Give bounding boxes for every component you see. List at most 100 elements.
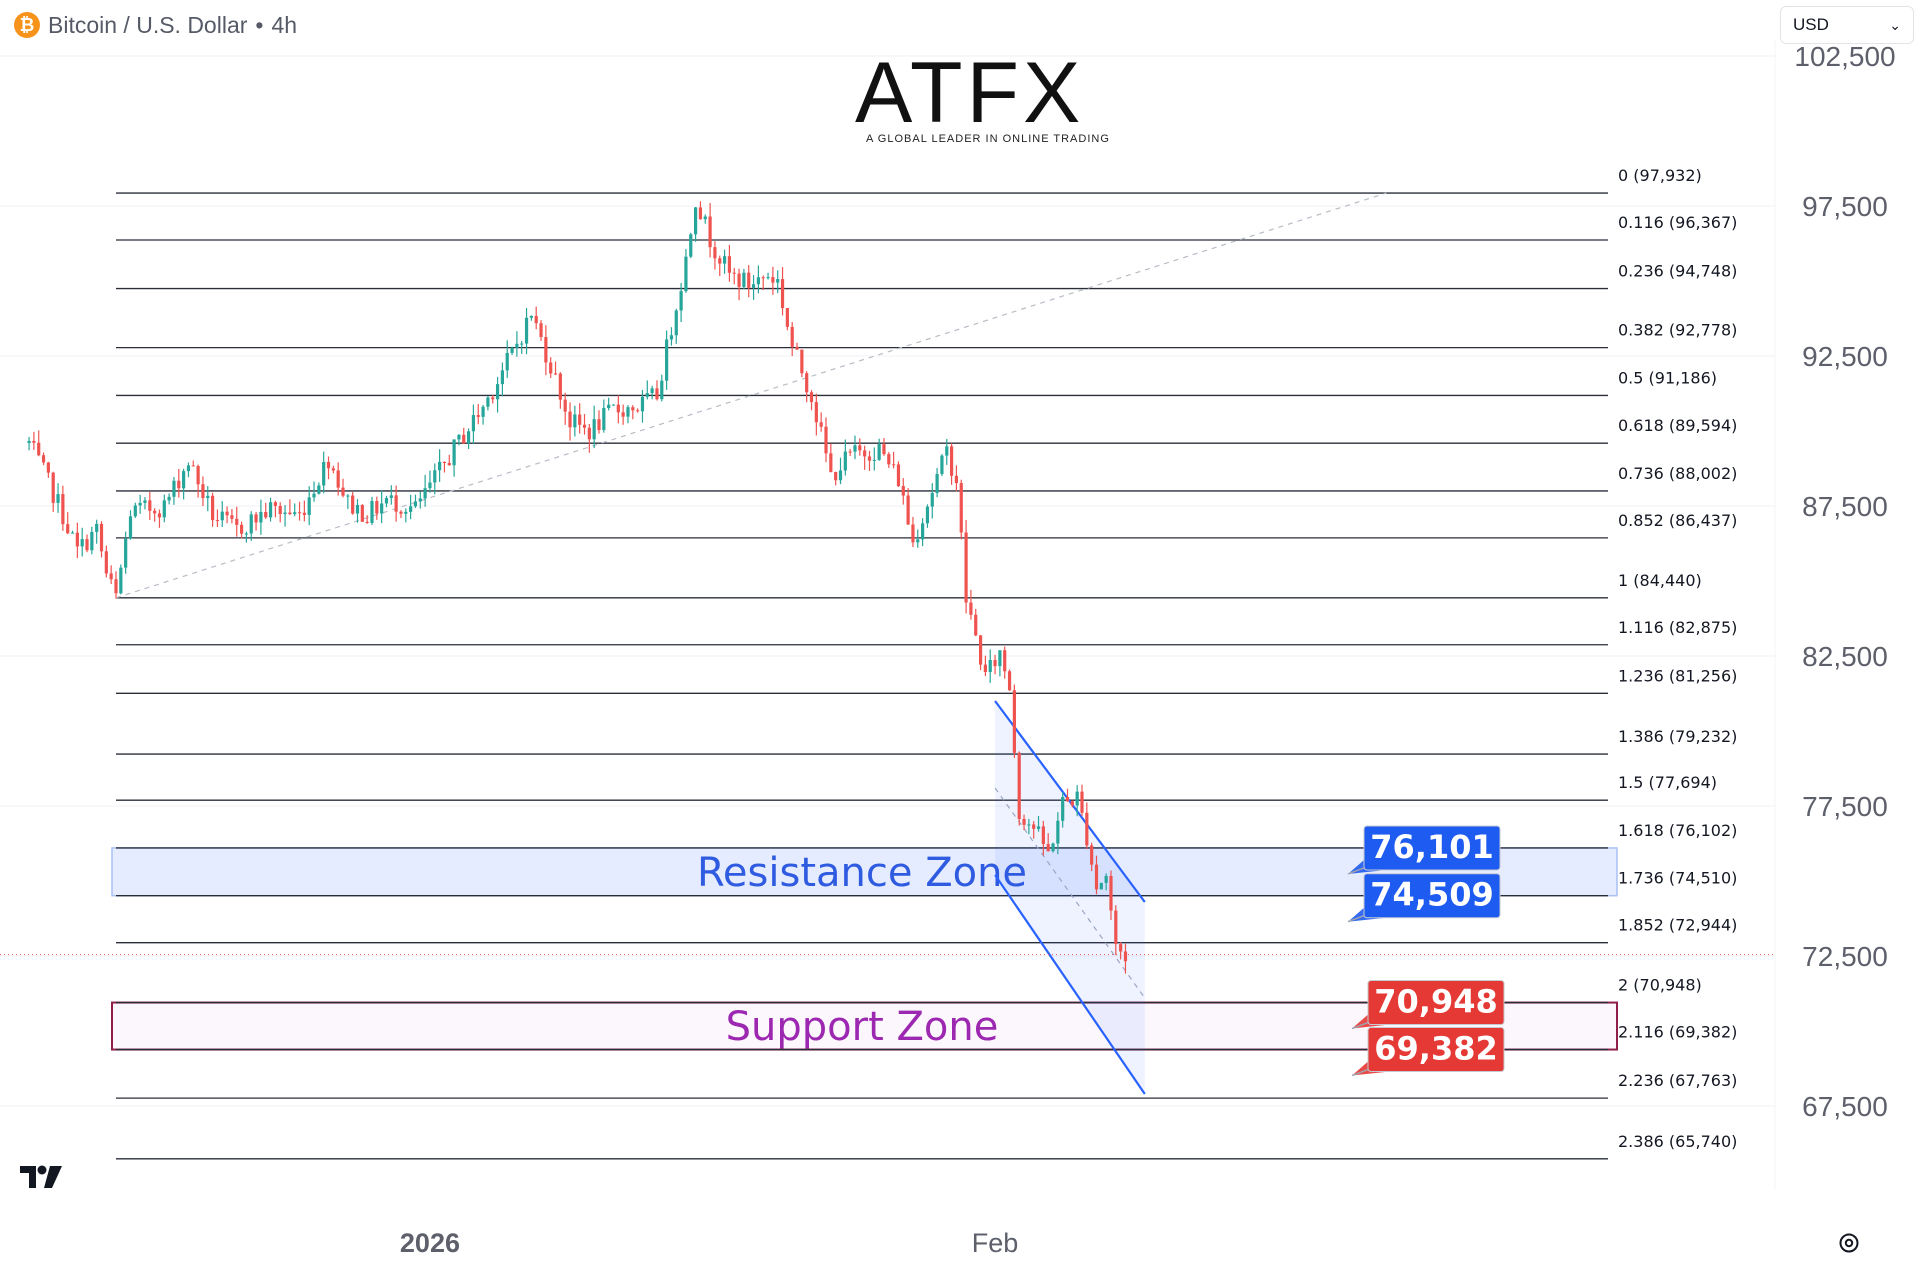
candle-up	[423, 474, 427, 507]
candle-up	[346, 494, 350, 510]
candle-body	[476, 415, 480, 417]
candle-down	[75, 522, 79, 559]
candle-body	[539, 323, 543, 338]
callout-pointer	[1347, 867, 1365, 875]
candle-down	[230, 509, 234, 524]
candle-body	[99, 523, 104, 552]
candle-body	[389, 495, 393, 498]
candle-body	[819, 422, 823, 427]
interval-label[interactable]: 4h	[271, 11, 298, 38]
tradingview-logo[interactable]	[20, 1164, 68, 1190]
candle-body	[447, 462, 451, 466]
candle-up	[684, 249, 688, 293]
candle-body	[500, 370, 504, 385]
candle-body	[925, 506, 930, 524]
candle-body	[27, 440, 31, 443]
candle-up	[206, 486, 210, 512]
candle-down	[698, 201, 703, 220]
candle-body	[177, 480, 181, 489]
candle-body	[732, 272, 736, 274]
candle-down	[51, 471, 55, 512]
price-tick-label: 92,500	[1802, 341, 1888, 372]
candle-up	[626, 405, 630, 424]
time-axis-layer: 2026 Feb	[400, 1228, 1018, 1258]
candle-up	[524, 307, 529, 355]
candle-body	[534, 315, 538, 324]
candle-down	[587, 423, 591, 453]
candle-body	[616, 404, 620, 413]
candle-up	[138, 494, 142, 514]
candle-up	[438, 449, 442, 482]
candle-up	[220, 501, 224, 528]
candle-up	[998, 650, 1002, 677]
candle-up	[660, 374, 664, 402]
candle-up	[495, 376, 500, 413]
candle-down	[621, 404, 625, 425]
candle-body	[795, 346, 799, 350]
candle-body	[993, 660, 997, 667]
candle-body	[1109, 875, 1113, 911]
price-tick-label: 82,500	[1802, 641, 1888, 672]
currency-select[interactable]: USD ⌄	[1780, 6, 1914, 44]
candle-down	[109, 565, 113, 585]
symbol-header[interactable]: ₿ Bitcoin / U.S. Dollar • 4h	[14, 10, 297, 40]
candle-body	[998, 650, 1002, 667]
candle-body	[558, 373, 562, 400]
candle-body	[220, 511, 224, 521]
candle-body	[694, 207, 698, 235]
candle-body	[722, 256, 727, 264]
candle-body	[409, 506, 413, 512]
candle-down	[1003, 646, 1007, 679]
candle-down	[911, 516, 915, 548]
candle-down	[771, 266, 775, 295]
candle-down	[1017, 751, 1021, 826]
candle-body	[829, 453, 833, 473]
candle-down	[718, 255, 722, 277]
candle-body	[602, 408, 606, 430]
candle-down	[964, 520, 968, 614]
candle-down	[278, 502, 282, 523]
candle-body	[307, 497, 311, 515]
candle-body	[128, 516, 133, 539]
candle-down	[814, 393, 818, 436]
candle-up	[916, 529, 920, 548]
candle-down	[983, 655, 987, 677]
candle-body	[751, 284, 756, 288]
candle-body	[394, 495, 398, 512]
candle-down	[365, 515, 369, 524]
candle-up	[259, 499, 263, 535]
candle-body	[32, 440, 36, 443]
fib-level-label: 1.852 (72,944)	[1618, 916, 1737, 935]
candle-body	[790, 326, 794, 347]
candle-down	[288, 499, 292, 516]
candle-down	[1046, 833, 1050, 852]
candle-down	[549, 357, 553, 378]
candle-up	[573, 405, 577, 437]
candle-body	[486, 397, 490, 407]
atfx-logo: ATFX	[855, 45, 1085, 141]
candle-body	[438, 461, 442, 471]
candle-down	[99, 521, 104, 558]
candle-body	[457, 434, 461, 440]
gear-icon[interactable]	[1836, 1230, 1862, 1256]
candle-body	[90, 531, 94, 551]
candle-body	[510, 347, 514, 353]
candle-down	[582, 414, 587, 435]
candle-body	[964, 532, 968, 603]
candle-down	[1123, 943, 1128, 974]
candle-body	[650, 388, 654, 394]
price-axis-layer: 102,500 97,500 92,500 87,500 82,500 77,500 72,…	[1794, 41, 1895, 1122]
candle-body	[331, 468, 335, 471]
candle-body	[727, 256, 732, 273]
candle-body	[186, 465, 191, 472]
candle-up	[650, 385, 654, 400]
candle-down	[375, 496, 379, 520]
candle-body	[896, 464, 901, 487]
candle-down	[148, 491, 152, 520]
candle-up	[645, 380, 649, 400]
candle-up	[776, 270, 780, 294]
time-tick-label: 2026	[400, 1228, 460, 1258]
candle-body	[597, 419, 601, 430]
